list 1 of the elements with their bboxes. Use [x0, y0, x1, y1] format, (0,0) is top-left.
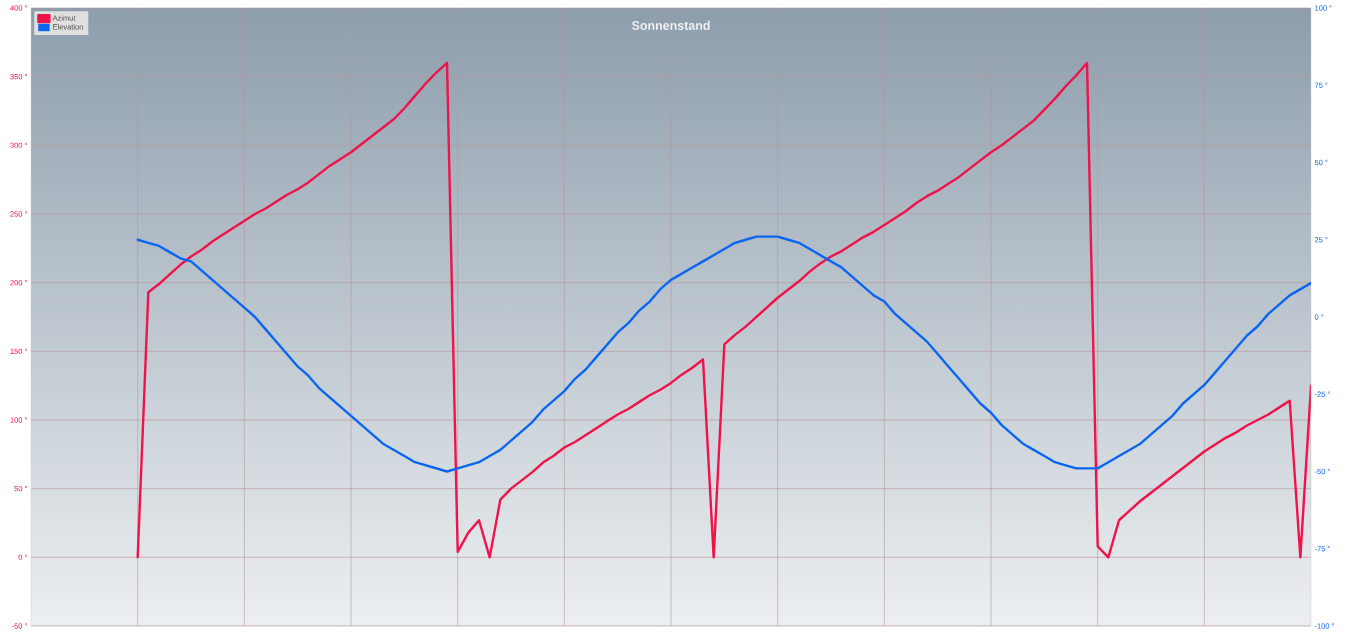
text: Sonnenstand: [631, 20, 710, 30]
